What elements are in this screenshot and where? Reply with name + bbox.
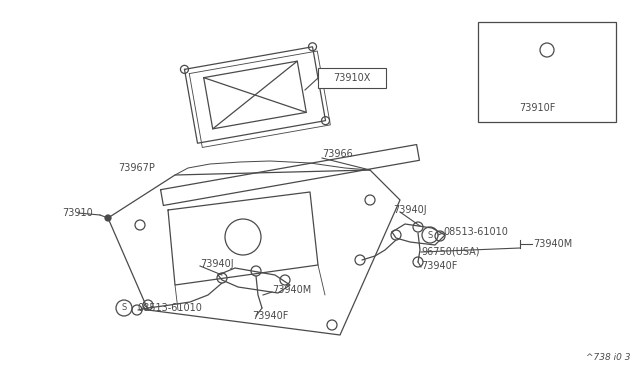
Text: 73940M: 73940M bbox=[533, 239, 572, 249]
Text: ^738 i0 3: ^738 i0 3 bbox=[586, 353, 630, 362]
Text: 73940J: 73940J bbox=[200, 259, 234, 269]
Bar bbox=[478, 22, 616, 122]
Text: 73940F: 73940F bbox=[252, 311, 289, 321]
Circle shape bbox=[105, 215, 111, 221]
Text: 73910F: 73910F bbox=[519, 103, 556, 113]
Text: S: S bbox=[428, 231, 433, 240]
Text: 73966: 73966 bbox=[322, 149, 353, 159]
Text: 73910X: 73910X bbox=[333, 73, 371, 83]
Text: 73940J: 73940J bbox=[393, 205, 427, 215]
Text: 73940M: 73940M bbox=[272, 285, 311, 295]
Text: S: S bbox=[122, 304, 127, 312]
Text: 08513-61010: 08513-61010 bbox=[443, 227, 508, 237]
Text: 96750(USA): 96750(USA) bbox=[421, 247, 479, 257]
Text: 73940F: 73940F bbox=[421, 261, 458, 271]
Text: 73967P: 73967P bbox=[118, 163, 155, 173]
Bar bbox=[318, 68, 386, 88]
Text: 73910: 73910 bbox=[62, 208, 93, 218]
Text: 08513-61010: 08513-61010 bbox=[137, 303, 202, 313]
